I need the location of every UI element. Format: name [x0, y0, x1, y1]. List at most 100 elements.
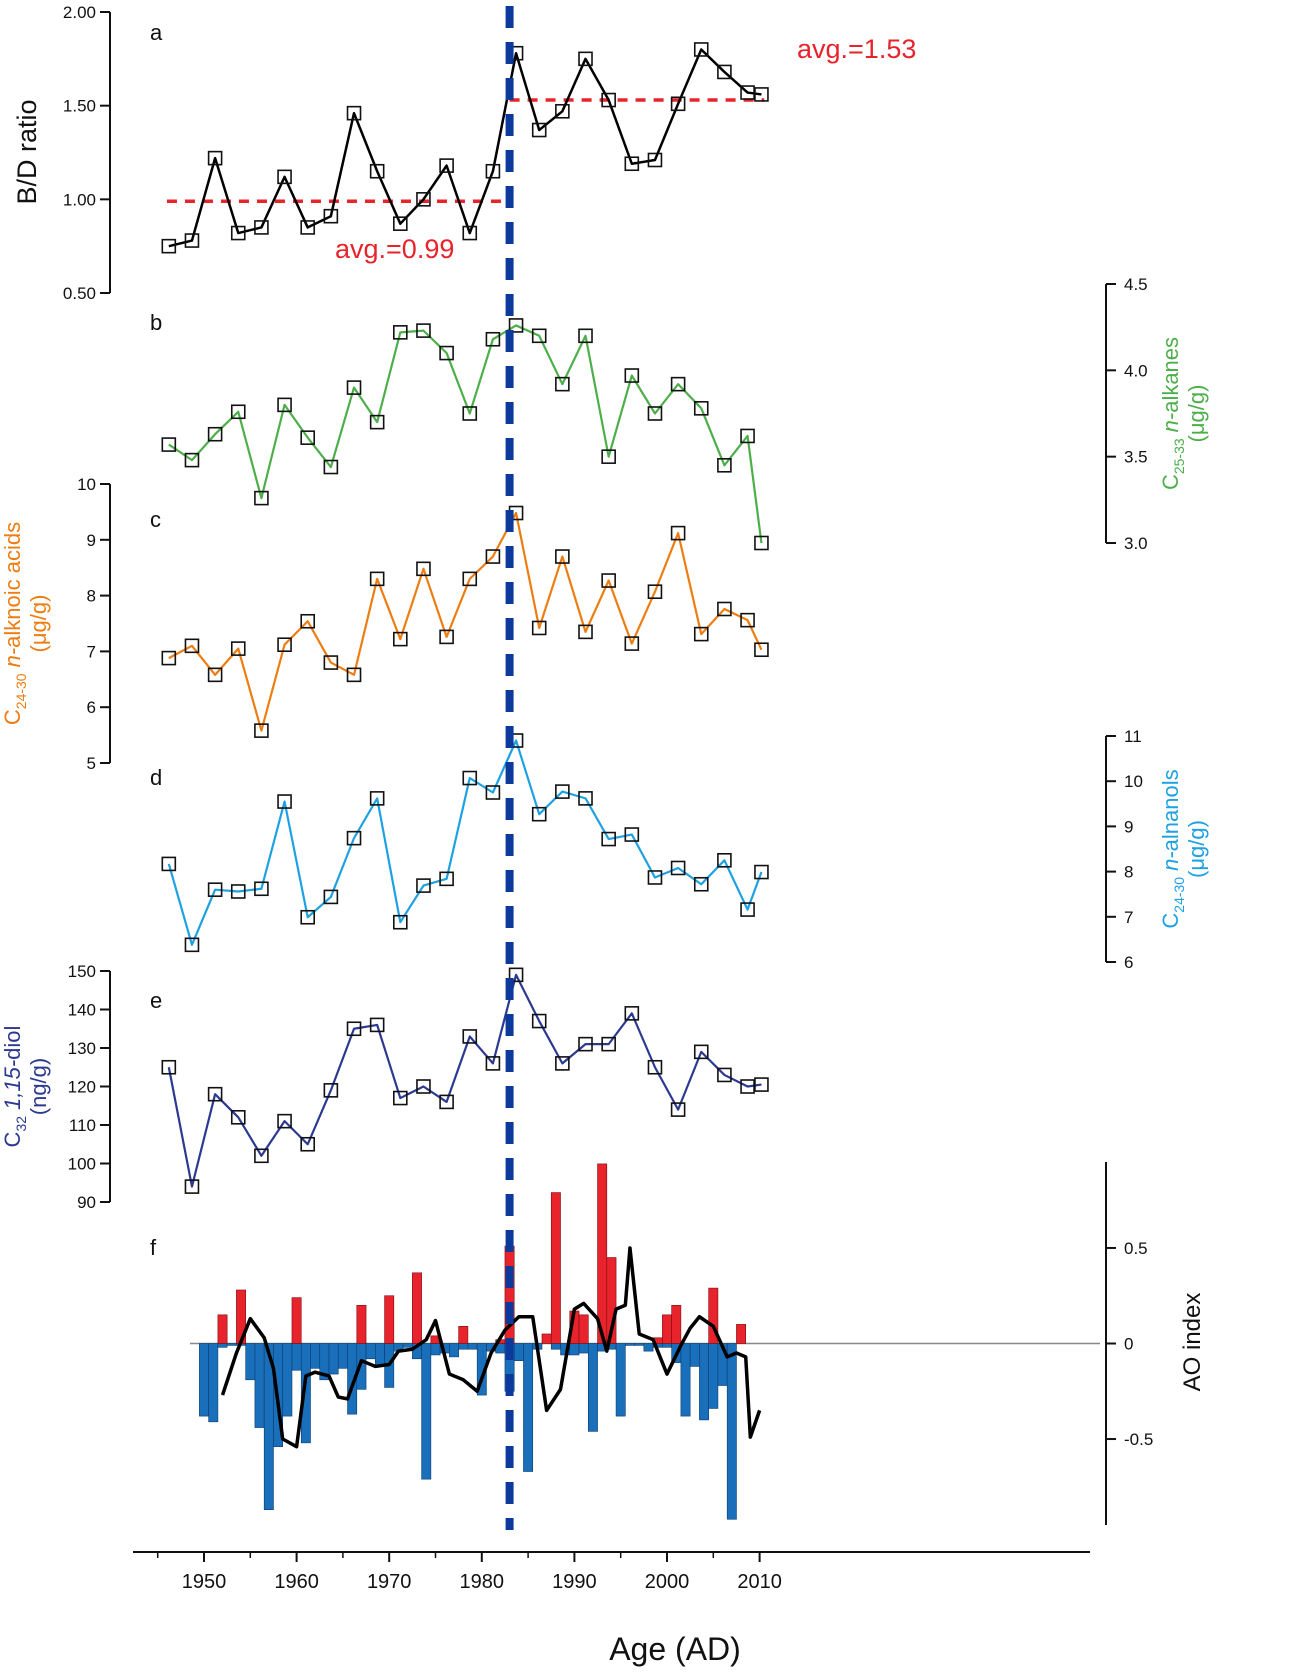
point-e-13	[462, 1029, 478, 1044]
point-b-22	[670, 376, 686, 392]
panel-label-a: a	[150, 20, 163, 45]
y-tick-label-d-3: 9	[1124, 817, 1133, 836]
y-tick-label-a-1: 1.00	[63, 190, 96, 209]
bar-neg-6	[254, 1343, 265, 1428]
y-axis-label-e: C32 1,15-diol	[0, 1026, 29, 1148]
y-tick-label-e-5: 140	[68, 1001, 96, 1020]
ao-smooth-line	[220, 1246, 762, 1449]
y-tick-label-d-1: 7	[1124, 908, 1133, 927]
point-b-10	[393, 325, 408, 340]
bar-neg-40	[569, 1343, 580, 1356]
point-d-16	[531, 806, 547, 822]
bar-pos-43	[597, 1163, 608, 1344]
point-b-2	[207, 426, 223, 442]
point-d-20	[624, 827, 640, 842]
panel-label-f: f	[150, 1235, 157, 1260]
series-line-c	[168, 511, 763, 732]
x-tick-label-2: 1970	[367, 1571, 412, 1593]
bar-neg-3	[226, 1343, 237, 1346]
y-tick-label-c-0: 5	[87, 754, 96, 773]
panel-label-b: b	[150, 310, 162, 335]
bar-pos-17	[356, 1304, 367, 1344]
point-d-6	[300, 909, 316, 925]
bar-neg-38	[550, 1343, 561, 1350]
point-c-20	[624, 636, 640, 651]
y-tick-label-b-2: 4.0	[1124, 361, 1148, 380]
point-c-19	[601, 573, 616, 588]
y-axis-label-sub-c: 24-30	[13, 673, 29, 709]
average-label-0: avg.=0.99	[335, 234, 454, 264]
point-d-10	[393, 914, 408, 930]
point-e-22	[670, 1102, 686, 1117]
point-e-12	[439, 1094, 454, 1110]
point-e-20	[624, 1006, 640, 1021]
point-e-1	[184, 1179, 200, 1194]
panel-e: 90 100 110 120 130 140 150 e C32 1,15-diol(ng/g)	[0, 962, 769, 1212]
point-b-11	[416, 323, 431, 338]
bar-pos-28	[458, 1326, 469, 1344]
bar-neg-9	[282, 1343, 293, 1417]
series-line-a	[168, 48, 762, 248]
point-a-4	[254, 220, 269, 235]
point-d-7	[323, 889, 339, 905]
bar-pos-58	[736, 1324, 747, 1344]
bar-neg-45	[615, 1343, 626, 1417]
point-a-24	[717, 64, 732, 80]
bar-neg-29	[467, 1343, 478, 1350]
point-c-8	[346, 667, 362, 683]
bar-neg-53	[689, 1343, 700, 1367]
point-e-24	[717, 1067, 732, 1083]
x-tick-label-0: 1950	[182, 1571, 227, 1593]
point-a-22	[670, 96, 686, 112]
point-a-3	[230, 225, 246, 241]
point-d-12	[439, 871, 454, 887]
point-e-0	[161, 1059, 177, 1075]
point-d-5	[277, 794, 292, 809]
y-axis-label-main-d: n-	[1158, 851, 1183, 871]
panel-f: -0.5 0 0.5 f AO index	[150, 1162, 1206, 1525]
y-axis-label-main-e: 1,15-	[0, 1060, 25, 1110]
bar-neg-14	[328, 1343, 339, 1375]
bar-pos-50	[662, 1314, 672, 1344]
point-b-17	[555, 376, 570, 392]
panel-d: 6 7 8 9 10 11 d C24-30 n-alnanols (μg/g)	[150, 727, 1209, 972]
bar-pos-38	[550, 1192, 561, 1344]
y-tick-label-c-5: 10	[77, 475, 96, 494]
bar-neg-1	[208, 1343, 219, 1423]
point-d-2	[207, 882, 223, 897]
point-c-7	[323, 655, 339, 670]
point-c-4	[254, 723, 269, 738]
point-b-1	[184, 452, 200, 468]
panel-b: 3.0 3.5 4.0 4.5 b C25-33 n-alkanes(μg/g)	[150, 275, 1209, 553]
y-axis-label-main2-d: alnanols	[1158, 769, 1183, 851]
point-a-16	[531, 122, 547, 138]
y-tick-label-e-0: 90	[77, 1193, 96, 1212]
point-e-6	[300, 1136, 316, 1152]
point-c-16	[531, 620, 547, 636]
y-axis-label-main2-c: alknoic acids	[0, 522, 25, 648]
y-tick-label-a-0: 0.50	[63, 284, 96, 303]
y-tick-label-d-5: 11	[1124, 727, 1142, 746]
point-e-4	[254, 1148, 269, 1164]
point-a-10	[393, 216, 408, 231]
y-tick-label-e-3: 120	[68, 1078, 96, 1097]
x-axis-label: Age (AD)	[609, 1631, 741, 1667]
y-axis-label-d: C24-30 n-alnanols	[1158, 769, 1187, 928]
point-b-7	[323, 459, 339, 475]
point-d-9	[369, 791, 385, 806]
point-e-8	[346, 1021, 362, 1037]
y-tick-label-a-3: 2.00	[63, 3, 96, 22]
bar-neg-35	[523, 1343, 534, 1472]
y-tick-label-d-4: 10	[1124, 772, 1143, 791]
point-d-19	[601, 831, 616, 847]
point-b-13	[462, 406, 478, 421]
bar-neg-25	[430, 1343, 441, 1356]
panel-a: 0.50 1.00 1.50 2.00 a B/D ratio avg.=0.99 avg.=…	[12, 3, 916, 303]
bar-neg-28	[458, 1343, 469, 1350]
y-tick-label-e-1: 100	[68, 1155, 96, 1174]
bar-pos-41	[578, 1314, 589, 1344]
point-c-22	[670, 525, 686, 541]
y-axis-unit-b: (μg/g)	[1184, 385, 1209, 443]
point-d-17	[555, 784, 570, 799]
point-e-10	[393, 1090, 408, 1106]
